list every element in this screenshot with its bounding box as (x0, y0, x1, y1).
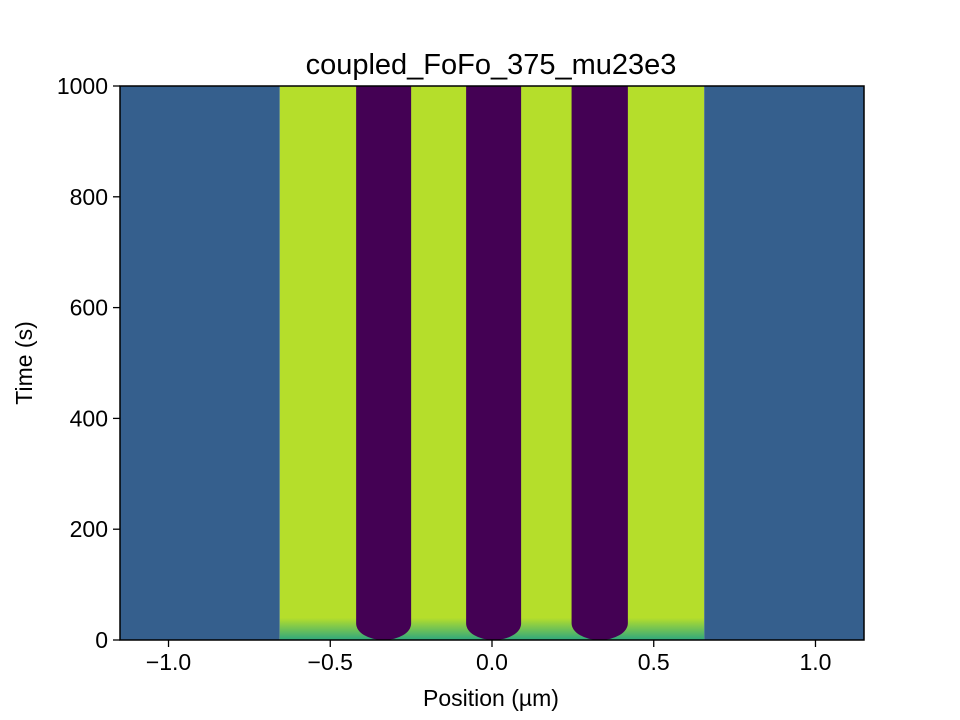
y-axis-label: Time (s) (11, 321, 37, 404)
region-background-2 (704, 86, 864, 640)
y-tick-label: 600 (70, 295, 108, 321)
x-axis: −1.0 −0.5 0.0 0.5 1.0 (146, 640, 831, 675)
low-stripe-2 (571, 86, 628, 640)
x-tick-label: 1.0 (799, 649, 831, 675)
region-background-0 (120, 86, 280, 640)
x-tick-label: −1.0 (146, 649, 191, 675)
heatmap-area (120, 86, 864, 640)
y-tick-label: 200 (70, 516, 108, 542)
low-stripe-0 (356, 86, 412, 640)
y-axis: 0 200 400 600 800 1000 (57, 73, 120, 653)
x-tick-label: 0.5 (638, 649, 670, 675)
y-tick-label: 1000 (57, 73, 108, 99)
y-tick-label: 0 (95, 627, 108, 653)
y-tick-label: 800 (70, 184, 108, 210)
chart-title: coupled_FoFo_375_mu23e3 (306, 49, 677, 81)
y-tick-label: 400 (70, 405, 108, 431)
low-stripe-1 (466, 86, 522, 640)
x-axis-label: Position (µm) (423, 685, 559, 711)
x-tick-label: −0.5 (308, 649, 353, 675)
x-tick-label: 0.0 (476, 649, 508, 675)
